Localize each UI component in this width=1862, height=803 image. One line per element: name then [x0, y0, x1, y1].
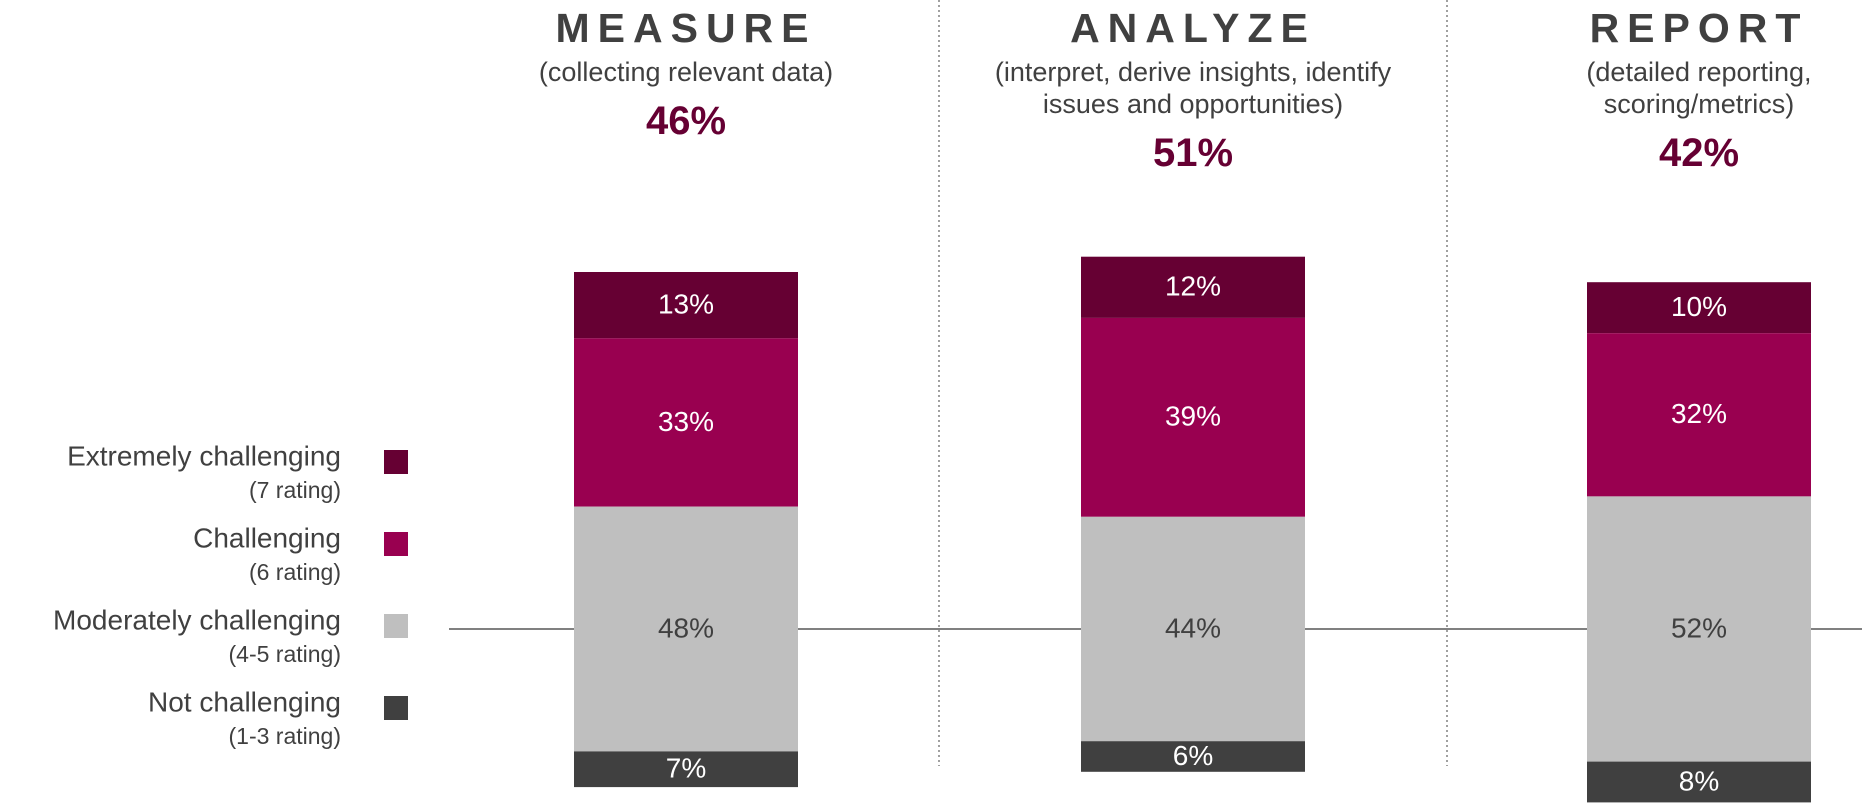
bar-segment	[1081, 516, 1305, 742]
column-subtitle: (interpret, derive insights, identify is…	[994, 57, 1392, 119]
data-label: 44%	[1165, 612, 1221, 643]
bar-segment	[574, 751, 798, 788]
legend-swatch	[384, 614, 408, 638]
data-label: 7%	[666, 753, 706, 784]
bar-segment	[1587, 282, 1811, 334]
data-label: 10%	[1671, 291, 1727, 322]
bar-segment	[574, 506, 798, 752]
data-label: 33%	[658, 406, 714, 437]
legend-label: Not challenging	[148, 686, 341, 717]
column-title: MEASURE	[555, 5, 817, 51]
data-label: 52%	[1671, 612, 1727, 643]
legend-sublabel: (1-3 rating)	[229, 723, 341, 749]
bar-segment	[1587, 761, 1811, 803]
data-label: 32%	[1671, 398, 1727, 429]
legend-sublabel: (6 rating)	[249, 559, 341, 585]
column-header: ANALYZE (interpret, derive insights, iden…	[943, 0, 1443, 178]
legend-label: Challenging	[193, 522, 341, 553]
bar-segment	[574, 338, 798, 507]
bar-segment	[1081, 317, 1305, 517]
legend-label: Moderately challenging	[53, 604, 341, 635]
legend-sublabel: (4-5 rating)	[229, 641, 341, 667]
column-total: 42%	[1658, 131, 1740, 175]
data-label: 8%	[1679, 765, 1719, 796]
data-label: 13%	[658, 289, 714, 320]
column-total: 46%	[645, 99, 727, 143]
column-total: 51%	[1152, 131, 1234, 175]
bar-segment	[574, 272, 798, 339]
legend-sublabel: (7 rating)	[249, 477, 341, 503]
column-subtitle: (collecting relevant data)	[538, 57, 834, 87]
bar-segment	[1081, 256, 1305, 318]
data-label: 39%	[1165, 401, 1221, 432]
data-label: 48%	[658, 612, 714, 643]
data-label: 6%	[1173, 740, 1213, 771]
bar-segment	[1081, 741, 1305, 772]
legend-swatch	[384, 450, 408, 474]
data-label: 12%	[1165, 271, 1221, 302]
column-subtitle: (detailed reporting, scoring/metrics)	[1586, 57, 1812, 119]
column-header: MEASURE (collecting relevant data) 46%	[436, 0, 936, 146]
bar-segment	[1587, 496, 1811, 762]
legend-label: Extremely challenging	[67, 440, 341, 471]
bar-segment	[1587, 333, 1811, 497]
legend-swatch	[384, 696, 408, 720]
column-title: REPORT	[1589, 5, 1809, 51]
column-header: REPORT (detailed reporting, scoring/metri…	[1449, 0, 1862, 178]
legend-swatch	[384, 532, 408, 556]
column-title: ANALYZE	[1070, 5, 1316, 51]
